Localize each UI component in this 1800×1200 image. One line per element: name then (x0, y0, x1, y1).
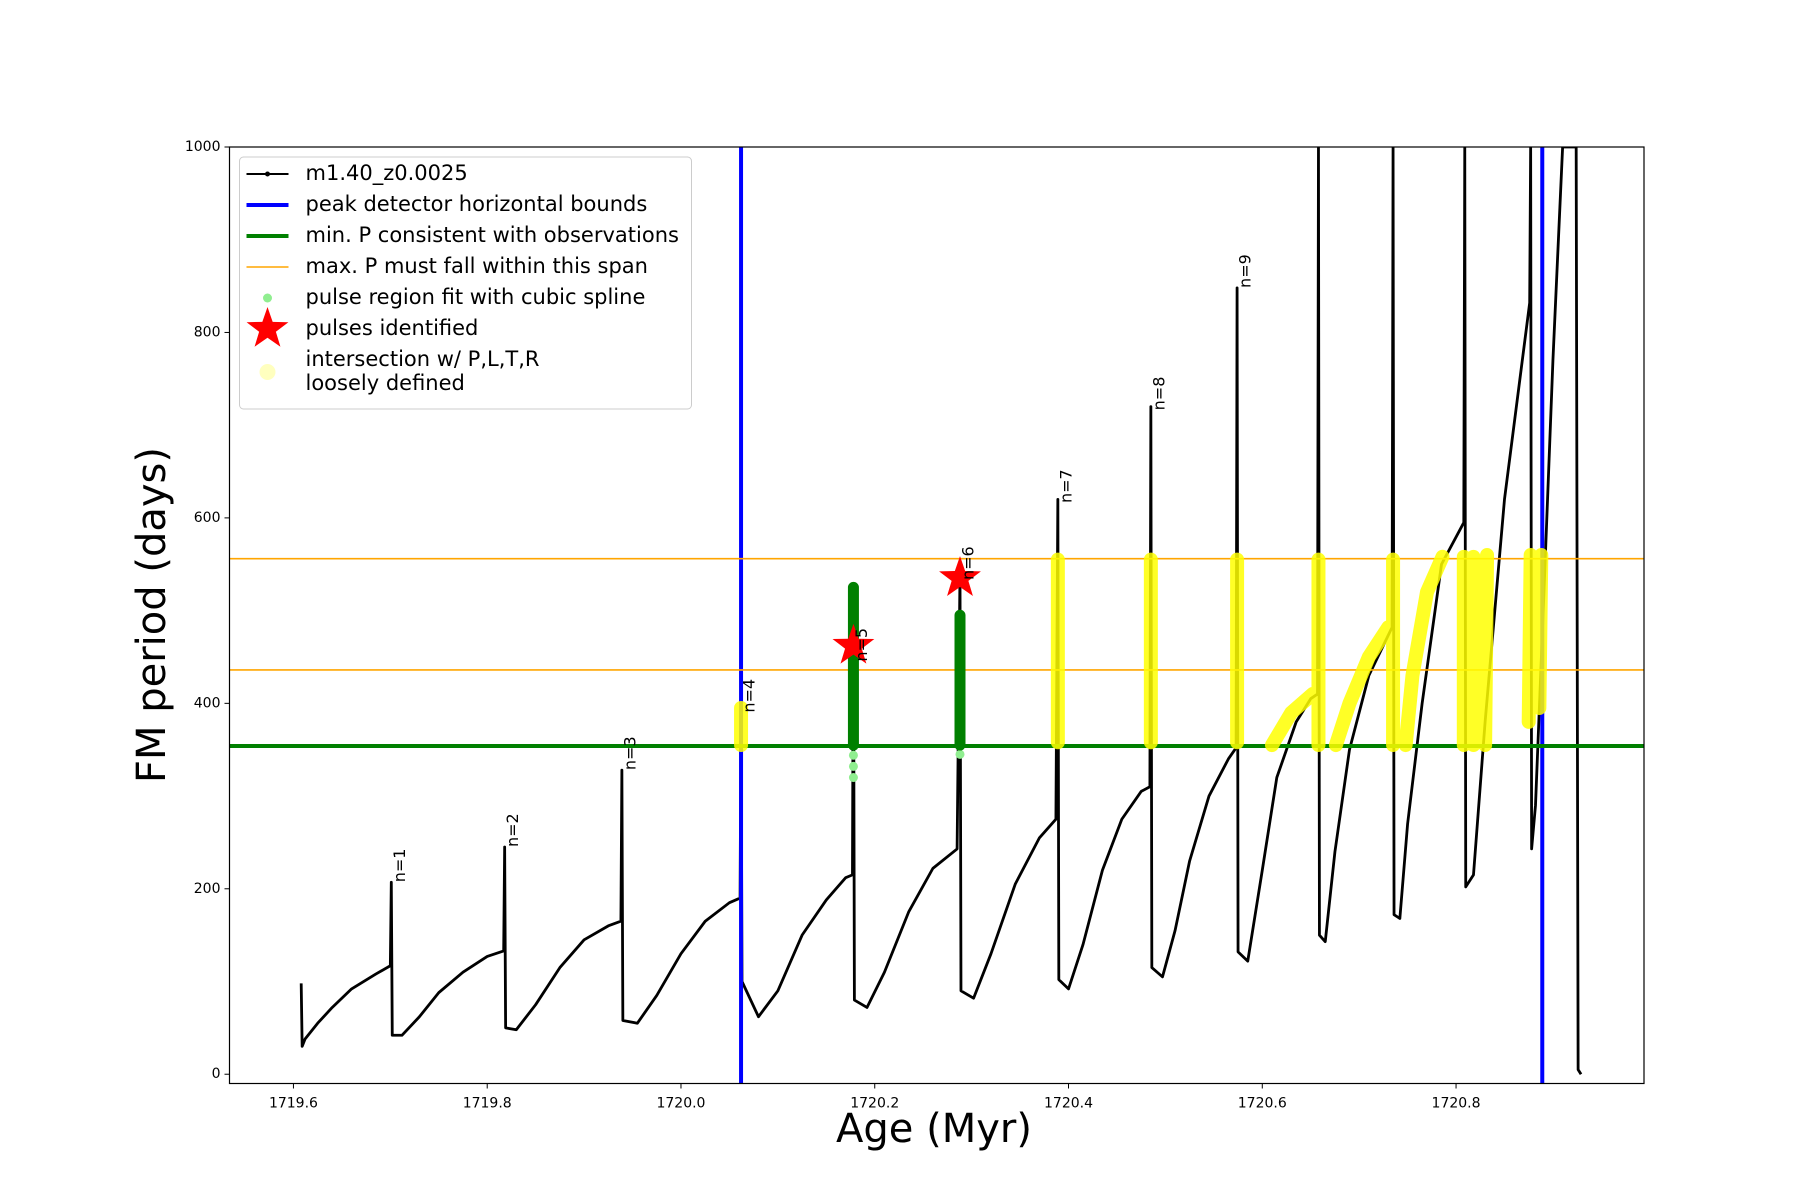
legend-label: max. P must fall within this span (306, 254, 648, 278)
x-tick-label: 1719.8 (463, 1096, 512, 1112)
x-axis-label: Age (Myr) (836, 1106, 1032, 1152)
intersection-band (734, 547, 1549, 753)
legend-swatch (246, 307, 289, 347)
y-tick-label: 200 (194, 881, 221, 897)
legend-box (239, 156, 692, 410)
legend-label: pulses identified (306, 316, 479, 340)
y-axis-label: FM period (days) (129, 447, 175, 783)
legend-label: min. P consistent with observations (306, 223, 679, 247)
legend-label: intersection w/ P,L,T,R loosely defined (306, 347, 540, 395)
legend-label: m1.40_z0.0025 (306, 161, 468, 186)
scatter-point (955, 749, 965, 759)
plot-frame (228, 146, 1645, 1085)
x-tick-label: 1720.6 (1238, 1096, 1287, 1112)
x-tick-label: 1720.2 (850, 1096, 899, 1112)
x-tick-label: 1720.4 (1044, 1096, 1093, 1112)
legend-label: pulse region fit with cubic spline (306, 285, 646, 309)
legend-label-line: loosely defined (306, 371, 465, 395)
pulse-label: n=3 (620, 736, 639, 770)
y-tick-label: 600 (194, 510, 221, 526)
scatter-point (848, 773, 858, 783)
x-tick-label: 1720.8 (1432, 1096, 1481, 1112)
y-tick-label: 0 (212, 1066, 221, 1082)
pulse-star (832, 623, 875, 664)
x-tick-label: 1719.6 (269, 1096, 318, 1112)
legend-label-line: intersection w/ P,L,T,R (306, 347, 540, 371)
pulse-star (939, 556, 981, 596)
pulse-label: n=4 (740, 679, 759, 713)
scatter-point (848, 761, 858, 771)
x-tick-label: 1720.0 (656, 1096, 705, 1112)
pulse-label: n=7 (1056, 469, 1075, 503)
legend-swatch-dot (265, 171, 270, 177)
plot (229, 147, 1644, 1084)
pulse-label: n=5 (852, 628, 871, 662)
y-tick-label: 800 (194, 324, 221, 340)
pulse-label: n=9 (1236, 254, 1255, 288)
pulse-label: n=8 (1149, 377, 1168, 411)
pulse-label: n=1 (390, 849, 409, 883)
legend-swatch (259, 364, 276, 380)
scatter-point (848, 750, 858, 760)
pulse-label: n=6 (959, 546, 978, 580)
y-tick-label: 400 (194, 695, 221, 711)
legend-swatch (263, 293, 272, 303)
data-line (299, 147, 1583, 1075)
pulse-label: n=2 (503, 813, 522, 847)
y-tick-label: 1000 (185, 139, 221, 155)
legend-label: peak detector horizontal bounds (306, 192, 648, 216)
